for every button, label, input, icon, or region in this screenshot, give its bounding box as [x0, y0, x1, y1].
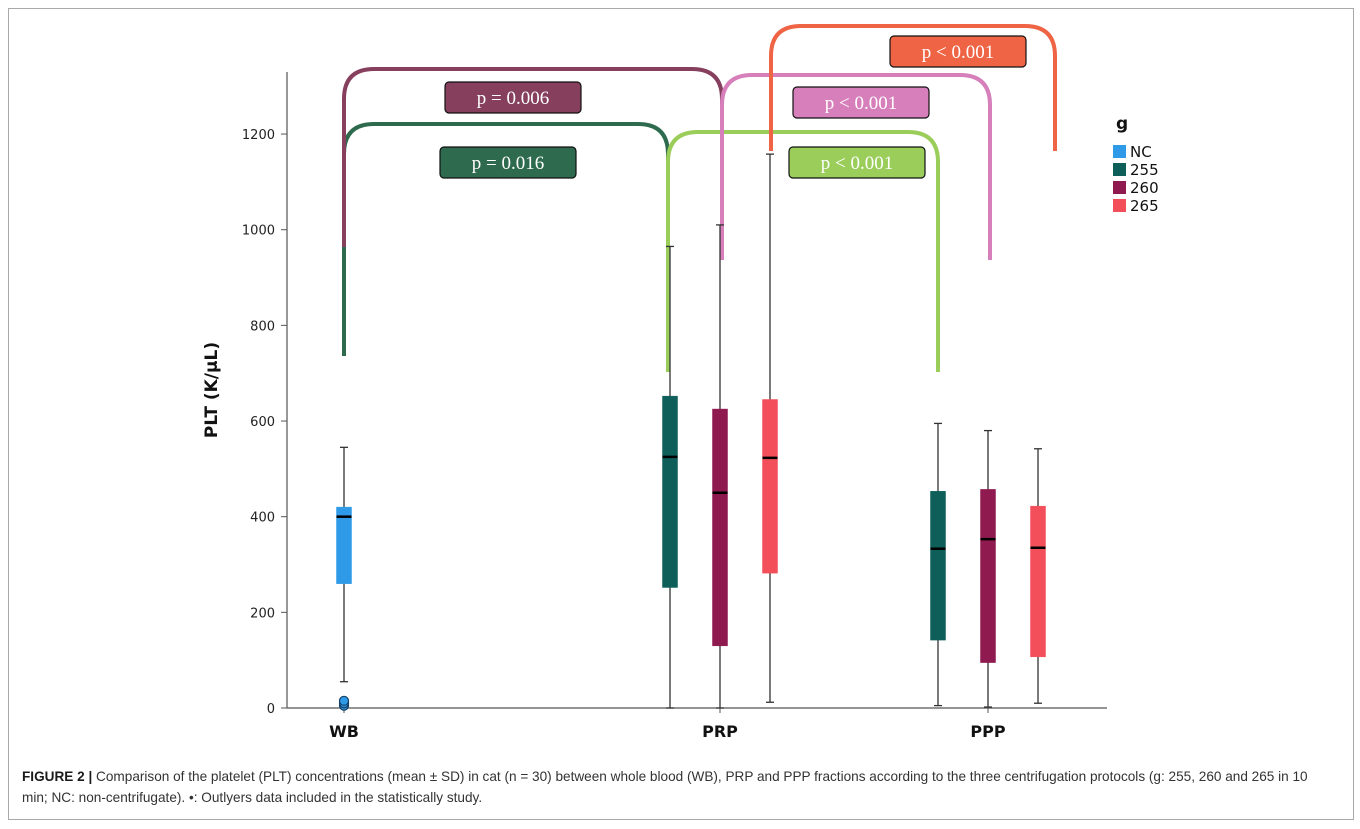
figure-caption: FIGURE 2 | Comparison of the platelet (P…: [22, 766, 1332, 808]
chart-axes: 0 200 400 600 800 1000 1200 PLT (K/µL) WB PRP PPP: [202, 72, 1107, 741]
legend-swatch: [1113, 163, 1126, 176]
significance-bracket-4: p < 0.001: [720, 73, 992, 260]
x-tick-label: WB: [329, 722, 359, 741]
legend-entry-label: NC: [1130, 143, 1152, 161]
caption-text: Comparison of the platelet (PLT) concent…: [22, 769, 1308, 805]
x-tick-label: PRP: [702, 722, 738, 741]
box-ppp-260: [980, 429, 996, 708]
y-axis-label: PLT (K/µL): [202, 342, 222, 438]
bracket-line: [342, 67, 724, 254]
significance-bracket-5: p < 0.001: [769, 24, 1057, 151]
boxplot-chart: p = 0.016 p = 0.006 p < 0.001 p < 0.001 p < …: [202, 24, 1159, 741]
p-value-box: [792, 86, 930, 119]
p-value-box: [439, 146, 577, 179]
p-value-label: p = 0.016: [472, 153, 544, 174]
p-value-box: [444, 81, 582, 114]
y-tick-label: 0: [267, 702, 275, 717]
bracket-line: [769, 24, 1057, 151]
y-tick-label: 1200: [242, 128, 275, 143]
y-tick-label: 600: [250, 415, 275, 430]
box-iqr: [762, 399, 778, 574]
p-value-box: [889, 35, 1027, 68]
box-prp-265: [762, 153, 778, 703]
box-prp-260: [712, 224, 728, 709]
significance-bracket-1: p = 0.016: [342, 122, 670, 364]
box-iqr: [930, 491, 946, 641]
y-tick-label: 400: [250, 511, 275, 526]
legend-title: g: [1116, 114, 1128, 134]
box-iqr: [980, 489, 996, 663]
legend-swatch: [1113, 199, 1126, 212]
box-ppp-255: [930, 422, 946, 707]
legend-entry-label: 255: [1130, 161, 1159, 179]
significance-bracket-3: p < 0.001: [666, 130, 940, 372]
chart-boxes: [336, 153, 1046, 711]
legend-swatch: [1113, 181, 1126, 194]
caption-label: FIGURE 2 |: [22, 769, 93, 784]
significance-brackets: p = 0.016 p = 0.006 p < 0.001 p < 0.001 p < …: [342, 24, 1057, 372]
legend-swatch: [1113, 145, 1126, 158]
p-value-box: [788, 146, 926, 179]
box-ppp-265: [1030, 448, 1046, 704]
bracket-line: [720, 73, 992, 260]
y-tick-label: 200: [250, 606, 275, 621]
y-tick-label: 1000: [242, 224, 275, 239]
significance-bracket-2: p = 0.006: [342, 67, 724, 254]
legend-entry-label: 260: [1130, 179, 1159, 197]
box-iqr: [662, 395, 678, 588]
p-value-label: p < 0.001: [922, 42, 994, 63]
box-iqr: [712, 408, 728, 647]
box-prp-255: [662, 245, 678, 709]
box-iqr: [336, 506, 352, 584]
x-tick-label: PPP: [970, 722, 1005, 741]
box-iqr: [1030, 505, 1046, 658]
outlier-point: [338, 695, 350, 706]
bracket-line: [666, 130, 940, 372]
p-value-label: p < 0.001: [825, 93, 897, 114]
p-value-label: p < 0.001: [821, 153, 893, 174]
p-value-label: p = 0.006: [477, 88, 549, 109]
figure-frame: [8, 8, 1354, 820]
legend-entry-label: 265: [1130, 197, 1159, 215]
box-wb-nc: [336, 446, 352, 711]
y-tick-label: 800: [250, 319, 275, 334]
